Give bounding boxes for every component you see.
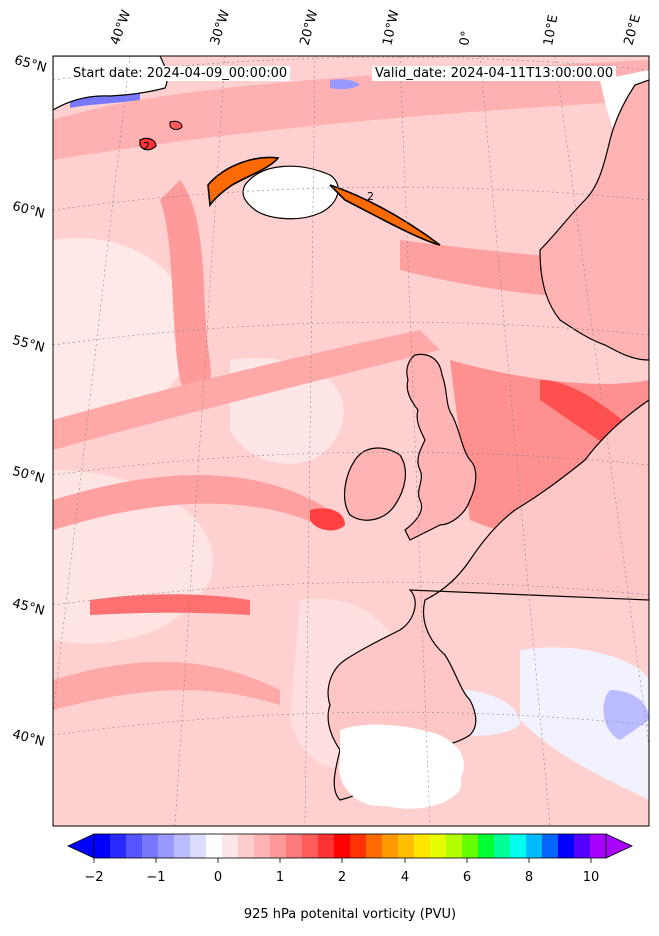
- colorbar-cell: [238, 834, 255, 858]
- great-britain-coastline: [404, 353, 477, 541]
- colorbar-cell: [398, 834, 415, 858]
- lon-line: [304, 56, 316, 826]
- colorbar-cell: [286, 834, 303, 858]
- pv-zero-area: [520, 647, 649, 800]
- colorbar-cell: [270, 834, 287, 858]
- contour-label: 2: [367, 190, 374, 203]
- colorbar-cell: [494, 834, 511, 858]
- scandinavia-coastline: [539, 79, 649, 361]
- pv-negative-area: [330, 79, 360, 90]
- colorbar-cell: [382, 834, 399, 858]
- colorbar-cell: [142, 834, 159, 858]
- pv-band: [90, 594, 250, 615]
- pv-negative-area: [603, 690, 649, 740]
- pv-contour-spot: [169, 120, 183, 130]
- start-date-label: Start date: 2024-04-09_00:00:00: [70, 66, 291, 81]
- colorbar-tick: 0: [213, 870, 223, 885]
- lon-label-0: 0°: [457, 29, 475, 47]
- colorbar-cell: [158, 834, 175, 858]
- pv-filament-east: [329, 184, 441, 246]
- pv-band: [53, 330, 440, 450]
- colorbar: [67, 833, 633, 863]
- colorbar-cell: [254, 834, 271, 858]
- colorbar-arrow-low: [67, 833, 95, 859]
- colorbar-cell: [558, 834, 575, 858]
- pv-contour-spot: [139, 137, 157, 151]
- colorbar-tick: 6: [462, 870, 472, 885]
- colorbar-cell: [222, 834, 239, 858]
- colorbar-tick: 10: [582, 870, 600, 885]
- colorbar-cell: [190, 834, 207, 858]
- colorbar-cell: [542, 834, 559, 858]
- colorbar-cell: [590, 834, 607, 858]
- colorbar-cell: [430, 834, 447, 858]
- colorbar-cell: [94, 834, 111, 858]
- colorbar-cell: [110, 834, 127, 858]
- pv-filament-west: [207, 156, 280, 208]
- colorbar-cell: [350, 834, 367, 858]
- colorbar-cell: [414, 834, 431, 858]
- colorbar-cell: [318, 834, 335, 858]
- contour-label: 2: [143, 140, 150, 153]
- colorbar-tick: −2: [84, 870, 104, 885]
- colorbar-cell: [478, 834, 495, 858]
- colorbar-cell: [574, 834, 591, 858]
- colorbar-cell: [206, 834, 223, 858]
- colorbar-cell: [334, 834, 351, 858]
- colorbar-tick: 8: [524, 870, 534, 885]
- valid-date-label: Valid_date: 2024-04-11T13:00:00.00: [372, 66, 617, 81]
- colorbar-cell: [366, 834, 383, 858]
- colorbar-cell: [526, 834, 543, 858]
- colorbar-cell: [446, 834, 463, 858]
- colorbar-tick: 2: [337, 870, 347, 885]
- colorbar-arrow-high: [605, 833, 633, 859]
- colorbar-cell: [126, 834, 143, 858]
- pv-band: [310, 508, 345, 531]
- iceland-landmass: [242, 165, 339, 220]
- colorbar-tick: −1: [146, 870, 166, 885]
- europe-coastline: [327, 399, 649, 801]
- lon-line: [479, 56, 551, 826]
- pv-band: [53, 60, 649, 160]
- colorbar-cell: [462, 834, 479, 858]
- graticule: [53, 56, 649, 826]
- colorbar-cell: [174, 834, 191, 858]
- map-frame: [52, 55, 650, 827]
- lon-line: [399, 56, 431, 826]
- pv-band: [53, 475, 330, 530]
- colorbar-frame: [93, 833, 607, 859]
- pv-band: [160, 180, 211, 402]
- colorbar-tick: 4: [400, 870, 410, 885]
- colorbar-cell: [302, 834, 319, 858]
- pv-band: [53, 661, 280, 710]
- lon-line: [53, 56, 131, 718]
- iberia-interior: [339, 724, 464, 807]
- lon-line: [174, 56, 226, 826]
- ireland-coastline: [343, 447, 407, 521]
- pv-field: [53, 56, 649, 826]
- pv-pale-area: [53, 238, 192, 430]
- colorbar-tick: 1: [275, 870, 285, 885]
- colorbar-cell: [510, 834, 527, 858]
- colorbar-label: 925 hPa potenital vorticity (PVU): [243, 907, 457, 922]
